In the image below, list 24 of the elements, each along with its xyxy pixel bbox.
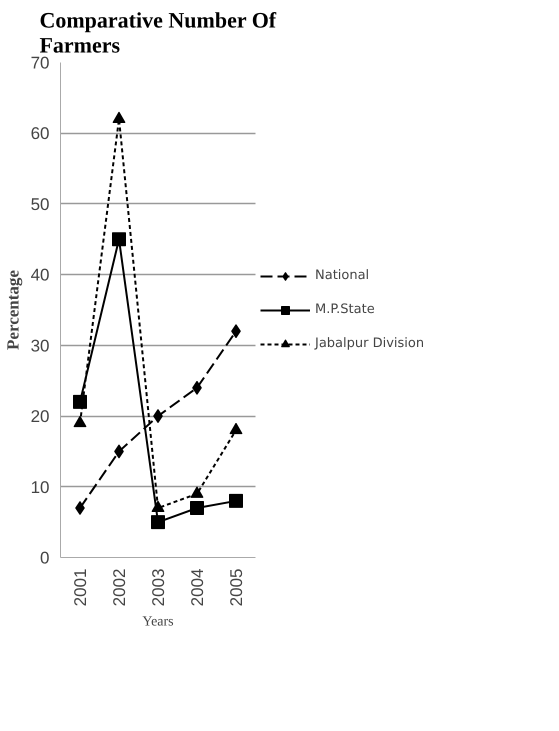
point [73,394,87,409]
point [190,501,204,515]
point [75,501,85,515]
point [151,515,165,530]
point [112,112,126,124]
y-tick-label: 30 [30,336,50,356]
y-tick-label: 60 [30,124,50,144]
legend-label: National [315,268,370,283]
legend-label: M.P.State [315,302,375,317]
x-tick-label: 2003 [149,568,168,606]
point [229,494,243,508]
y-tick-label: 20 [30,407,50,426]
x-tick-label: 2004 [188,568,207,606]
point [112,232,126,246]
x-axis-title: Years [142,614,174,630]
y-tick-label: 10 [30,478,50,497]
x-tick-label: 2005 [227,568,246,606]
y-tick-label: 50 [30,194,50,214]
y-axis-title: Percentage [4,270,23,350]
y-tick-label: 0 [40,548,50,568]
y-tick-label: 40 [30,266,50,285]
x-tick-label: 2001 [71,568,90,606]
legend-label: Jabalpur Division [315,336,424,351]
x-tick-label: 2002 [110,568,129,606]
